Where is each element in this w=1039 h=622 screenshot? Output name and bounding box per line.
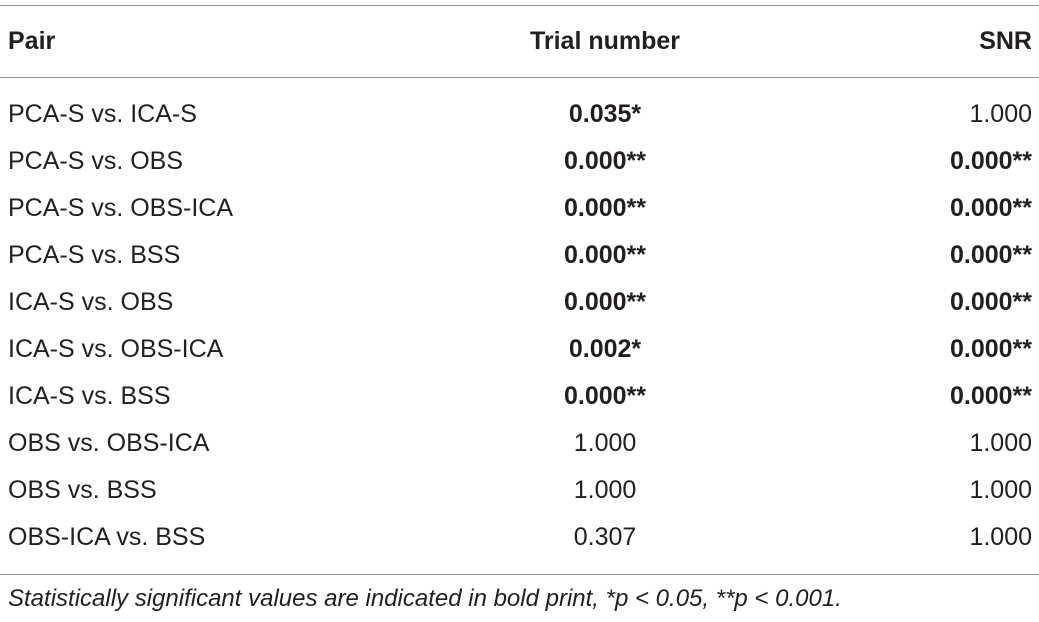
header-row: Pair Trial number SNR [0,5,1039,78]
row: PCA-S vs. ICA-S 0.035* 1.000 [0,78,1039,139]
cell: 0.000** [563,382,647,410]
cell: 0.000** [563,288,647,316]
row: OBS vs. OBS-ICA 1.000 1.000 [0,420,1039,467]
footnote: Statistically significant values are ind… [8,585,842,612]
cell: 0.000** [563,147,647,175]
cell: 0.000** [949,335,1032,363]
cell: 0.000** [949,194,1032,222]
cell: 0.000** [563,194,647,222]
row: OBS vs. BSS 1.000 1.000 [0,467,1039,514]
cell: PCA-S vs. OBS [8,147,184,175]
cell: 1.000 [573,429,637,457]
row: OBS-ICA vs. BSS 0.307 1.000 [0,514,1039,575]
header-cell: SNR [782,5,1039,78]
header-cell: Pair [0,5,428,78]
cell: PCA-S vs. BSS [8,241,181,269]
cell: 1.000 [969,476,1032,504]
cell: 0.000** [949,288,1032,316]
cell: OBS vs. OBS-ICA [8,429,210,457]
cell: 0.002* [568,335,642,363]
cell: ICA-S vs. OBS [8,288,174,316]
cell: PCA-S vs. ICA-S [8,100,197,128]
cell: 0.000** [949,147,1032,175]
row: ICA-S vs. BSS 0.000** 0.000** [0,373,1039,420]
row: PCA-S vs. BSS 0.000** 0.000** [0,232,1039,279]
cell: 0.035* [568,100,642,128]
cell: 0.000** [563,241,647,269]
row: PCA-S vs. OBS-ICA 0.000** 0.000** [0,185,1039,232]
cell: OBS vs. BSS [8,476,157,504]
cell: 0.000** [949,241,1032,269]
results-table: Pair Trial number SNR PCA-S vs. ICA-S 0.0… [0,5,1039,575]
cell: ICA-S vs. OBS-ICA [8,335,224,363]
header-cell: Trial number [428,5,782,78]
row: PCA-S vs. OBS 0.000** 0.000** [0,138,1039,185]
cell: 1.000 [969,100,1032,128]
cell: ICA-S vs. BSS [8,382,171,410]
cell: 1.000 [969,429,1032,457]
cell: 0.307 [428,514,782,575]
row: ICA-S vs. OBS 0.000** 0.000** [0,279,1039,326]
cell: 1.000 [573,476,637,504]
cell: PCA-S vs. OBS-ICA [8,194,234,222]
cell: 0.000** [949,382,1032,410]
cell: 1.000 [782,514,1039,575]
row: ICA-S vs. OBS-ICA 0.002* 0.000** [0,326,1039,373]
cell: OBS-ICA vs. BSS [0,514,428,575]
